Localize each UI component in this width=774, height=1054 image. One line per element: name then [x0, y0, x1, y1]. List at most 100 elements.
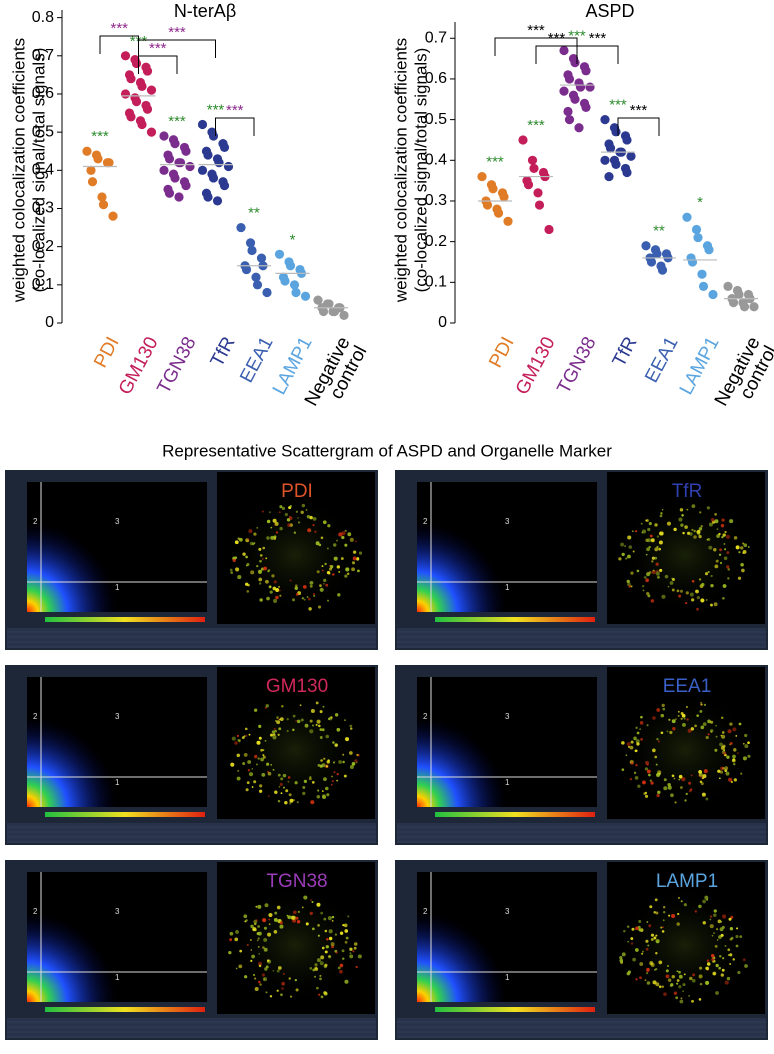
- colorbar: [435, 812, 595, 817]
- cell-speck: [667, 785, 672, 790]
- cell-speck: [652, 748, 656, 753]
- cell-speck: [319, 977, 322, 981]
- cell-speck: [700, 703, 703, 706]
- cell-speck: [295, 988, 299, 992]
- data-point: [682, 212, 692, 222]
- data-point: [245, 238, 256, 248]
- data-point: [529, 163, 539, 174]
- cell-speck: [630, 585, 633, 588]
- cell-speck: [698, 770, 703, 774]
- cell-speck: [237, 575, 242, 580]
- cell-speck: [279, 924, 284, 929]
- cell-speck: [345, 567, 350, 572]
- cell-speck: [649, 534, 653, 538]
- cell-speck: [276, 905, 281, 910]
- cell-speck: [619, 958, 624, 963]
- cell-speck: [641, 780, 646, 785]
- data-point: [318, 306, 329, 317]
- cell-speck: [703, 769, 708, 774]
- cell-speck: [648, 924, 652, 928]
- cell-speck: [652, 980, 657, 985]
- cell-speck: [351, 561, 356, 565]
- cell-speck: [347, 532, 352, 537]
- cell-speck: [718, 777, 721, 780]
- scatter-blob: [27, 717, 117, 807]
- cell-speck: [285, 789, 289, 793]
- cell-speck: [239, 949, 243, 953]
- cell-speck: [628, 745, 630, 748]
- cell-speck: [671, 577, 674, 580]
- cell-speck: [313, 594, 316, 598]
- data-point: [622, 167, 632, 178]
- cell-speck: [677, 912, 680, 916]
- cell-speck: [327, 916, 332, 921]
- cell-speck: [695, 589, 699, 594]
- panel-label: TfR: [672, 481, 703, 502]
- cell-speck: [259, 559, 262, 563]
- cell-speck: [656, 793, 660, 798]
- y-tick-label: 0.1: [32, 276, 54, 293]
- cell-speck: [634, 948, 639, 952]
- cell-speck: [349, 537, 354, 542]
- cell-speck: [708, 545, 713, 550]
- cell-speck: [331, 915, 335, 919]
- cell-speck: [703, 703, 707, 707]
- y-tick-label: 0.5: [32, 123, 54, 140]
- cell-speck: [698, 974, 703, 979]
- scatter-blob: [417, 522, 507, 612]
- cell-speck: [238, 740, 241, 743]
- cell-speck: [715, 724, 717, 727]
- cell-speck: [288, 802, 292, 805]
- cell-speck: [251, 954, 256, 959]
- region-label: 3: [115, 712, 120, 721]
- cell-speck: [332, 761, 336, 764]
- cell-speck: [281, 987, 284, 990]
- data-point: [693, 232, 703, 243]
- cell-speck: [621, 768, 625, 771]
- cell-speck: [707, 719, 711, 724]
- cell-speck: [723, 543, 726, 545]
- data-point: [120, 89, 131, 99]
- cell-speck: [742, 742, 745, 745]
- cell-speck: [265, 557, 268, 560]
- region-label: 2: [423, 907, 428, 916]
- cell-speck: [709, 918, 712, 921]
- panel-label: LAMP1: [656, 871, 718, 892]
- cell-speck: [349, 751, 353, 755]
- cell-speck: [346, 572, 350, 576]
- cell-speck: [245, 555, 248, 559]
- data-point: [170, 138, 180, 149]
- cell-speck: [328, 572, 331, 575]
- cell-speck: [677, 896, 681, 900]
- cell-speck: [719, 548, 722, 552]
- cell-speck: [338, 570, 341, 573]
- panel-label: TGN38: [266, 871, 327, 892]
- cell-speck: [327, 717, 331, 721]
- cell-speck: [349, 952, 352, 954]
- cell-speck: [628, 585, 631, 588]
- cell-speck: [258, 964, 262, 968]
- y-tick-label: 0.4: [32, 162, 54, 179]
- cell-speck: [726, 551, 730, 555]
- cell-speck: [656, 708, 661, 712]
- cell-speck: [238, 964, 243, 969]
- cell-speck: [652, 716, 656, 720]
- cell-speck: [316, 958, 321, 963]
- cell-speck: [636, 569, 640, 573]
- cell-speck: [331, 780, 334, 783]
- cell-speck: [257, 757, 260, 760]
- cell-speck: [324, 562, 327, 566]
- cell-speck: [641, 584, 645, 588]
- cell-speck: [685, 601, 688, 605]
- cell-speck: [302, 791, 306, 796]
- cell-speck: [301, 503, 306, 508]
- cell-speck: [716, 928, 718, 930]
- cell-speck: [627, 535, 632, 540]
- data-point: [120, 51, 131, 61]
- cell-speck: [293, 910, 297, 915]
- cell-speck: [671, 914, 676, 919]
- data-point: [570, 94, 580, 104]
- panel: 1 2 3 PDI: [5, 470, 378, 650]
- data-point: [291, 287, 301, 298]
- cell-speck: [331, 775, 333, 778]
